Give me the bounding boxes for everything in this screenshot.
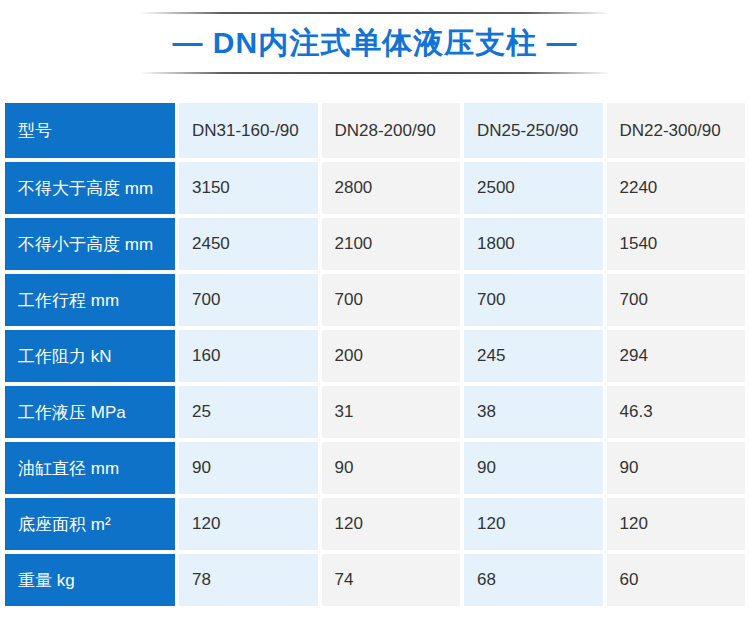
table-cell: 74 (322, 554, 461, 606)
page-title: — DN内注式单体液压支柱 — (140, 14, 610, 72)
table-cell: 90 (322, 442, 461, 494)
table-cell: 90 (607, 442, 746, 494)
row-label: 底座面积 m² (5, 498, 175, 550)
table-cell: 120 (464, 498, 603, 550)
table-cell: 200 (322, 330, 461, 382)
table-cell: 1540 (607, 218, 746, 270)
table-cell: 700 (322, 274, 461, 326)
table-cell: 120 (322, 498, 461, 550)
table-cell: 700 (464, 274, 603, 326)
table-cell: 31 (322, 386, 461, 438)
page: — DN内注式单体液压支柱 — 型号 DN31-160-/90 DN28-200… (0, 0, 750, 625)
table-cell: 60 (607, 554, 746, 606)
table-cell: 2500 (464, 162, 603, 214)
table-cell: 294 (607, 330, 746, 382)
row-label: 工作液压 MPa (5, 386, 175, 438)
title-banner: — DN内注式单体液压支柱 — (140, 12, 610, 74)
table-cell: 1800 (464, 218, 603, 270)
table-cell: 2100 (322, 218, 461, 270)
table-cell: 2800 (322, 162, 461, 214)
table-cell: 38 (464, 386, 603, 438)
table-corner-header: 型号 (5, 103, 175, 158)
column-header-model-3: DN25-250/90 (464, 103, 603, 158)
row-label: 重量 kg (5, 554, 175, 606)
table-cell: 90 (464, 442, 603, 494)
row-label: 不得小于高度 mm (5, 218, 175, 270)
table-cell: 46.3 (607, 386, 746, 438)
table-cell: 700 (179, 274, 318, 326)
table-cell: 78 (179, 554, 318, 606)
column-header-model-4: DN22-300/90 (607, 103, 746, 158)
table-cell: 160 (179, 330, 318, 382)
row-label: 工作阻力 kN (5, 330, 175, 382)
table-cell: 25 (179, 386, 318, 438)
row-label: 不得大于高度 mm (5, 162, 175, 214)
row-label: 油缸直径 mm (5, 442, 175, 494)
title-bottom-rule (140, 72, 610, 74)
table-cell: 3150 (179, 162, 318, 214)
table-cell: 2240 (607, 162, 746, 214)
table-cell: 68 (464, 554, 603, 606)
spec-table: 型号 DN31-160-/90 DN28-200/90 DN25-250/90 … (5, 103, 745, 606)
column-header-model-1: DN31-160-/90 (179, 103, 318, 158)
column-header-model-2: DN28-200/90 (322, 103, 461, 158)
table-cell: 120 (179, 498, 318, 550)
table-cell: 245 (464, 330, 603, 382)
row-label: 工作行程 mm (5, 274, 175, 326)
table-cell: 120 (607, 498, 746, 550)
table-cell: 2450 (179, 218, 318, 270)
table-cell: 700 (607, 274, 746, 326)
table-cell: 90 (179, 442, 318, 494)
